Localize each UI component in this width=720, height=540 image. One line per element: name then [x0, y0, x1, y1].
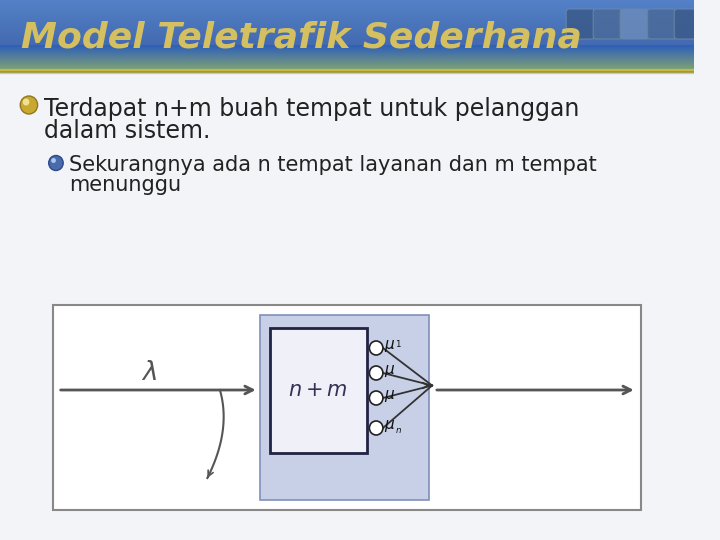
FancyBboxPatch shape	[53, 305, 642, 510]
Text: Terdapat n+m buah tempat untuk pelanggan: Terdapat n+m buah tempat untuk pelanggan	[45, 97, 580, 121]
Circle shape	[369, 341, 383, 355]
FancyBboxPatch shape	[620, 9, 649, 39]
Text: $_n$: $_n$	[395, 423, 402, 436]
FancyBboxPatch shape	[0, 72, 695, 540]
Text: $\mu$: $\mu$	[384, 418, 395, 434]
Text: Model Teletrafik Sederhana: Model Teletrafik Sederhana	[21, 21, 582, 55]
FancyBboxPatch shape	[261, 315, 429, 500]
Text: $\mu$: $\mu$	[384, 338, 395, 354]
Text: Sekurangnya ada n tempat layanan dan m tempat: Sekurangnya ada n tempat layanan dan m t…	[69, 155, 597, 175]
FancyBboxPatch shape	[701, 9, 720, 39]
Text: menunggu: menunggu	[69, 175, 181, 195]
Circle shape	[22, 98, 30, 105]
FancyBboxPatch shape	[647, 9, 676, 39]
FancyBboxPatch shape	[566, 9, 595, 39]
FancyBboxPatch shape	[270, 328, 366, 453]
Text: $n+m$: $n+m$	[289, 381, 348, 400]
Circle shape	[49, 156, 63, 171]
Text: $\mu$: $\mu$	[384, 363, 395, 379]
Circle shape	[369, 366, 383, 380]
Circle shape	[51, 158, 56, 163]
Text: $_1$: $_1$	[395, 338, 402, 350]
Text: $\lambda$: $\lambda$	[142, 360, 158, 384]
FancyBboxPatch shape	[674, 9, 703, 39]
Circle shape	[369, 421, 383, 435]
Text: dalam sistem.: dalam sistem.	[45, 119, 211, 143]
Circle shape	[20, 96, 37, 114]
Text: $\mu$: $\mu$	[384, 388, 395, 404]
FancyBboxPatch shape	[593, 9, 622, 39]
Circle shape	[369, 391, 383, 405]
